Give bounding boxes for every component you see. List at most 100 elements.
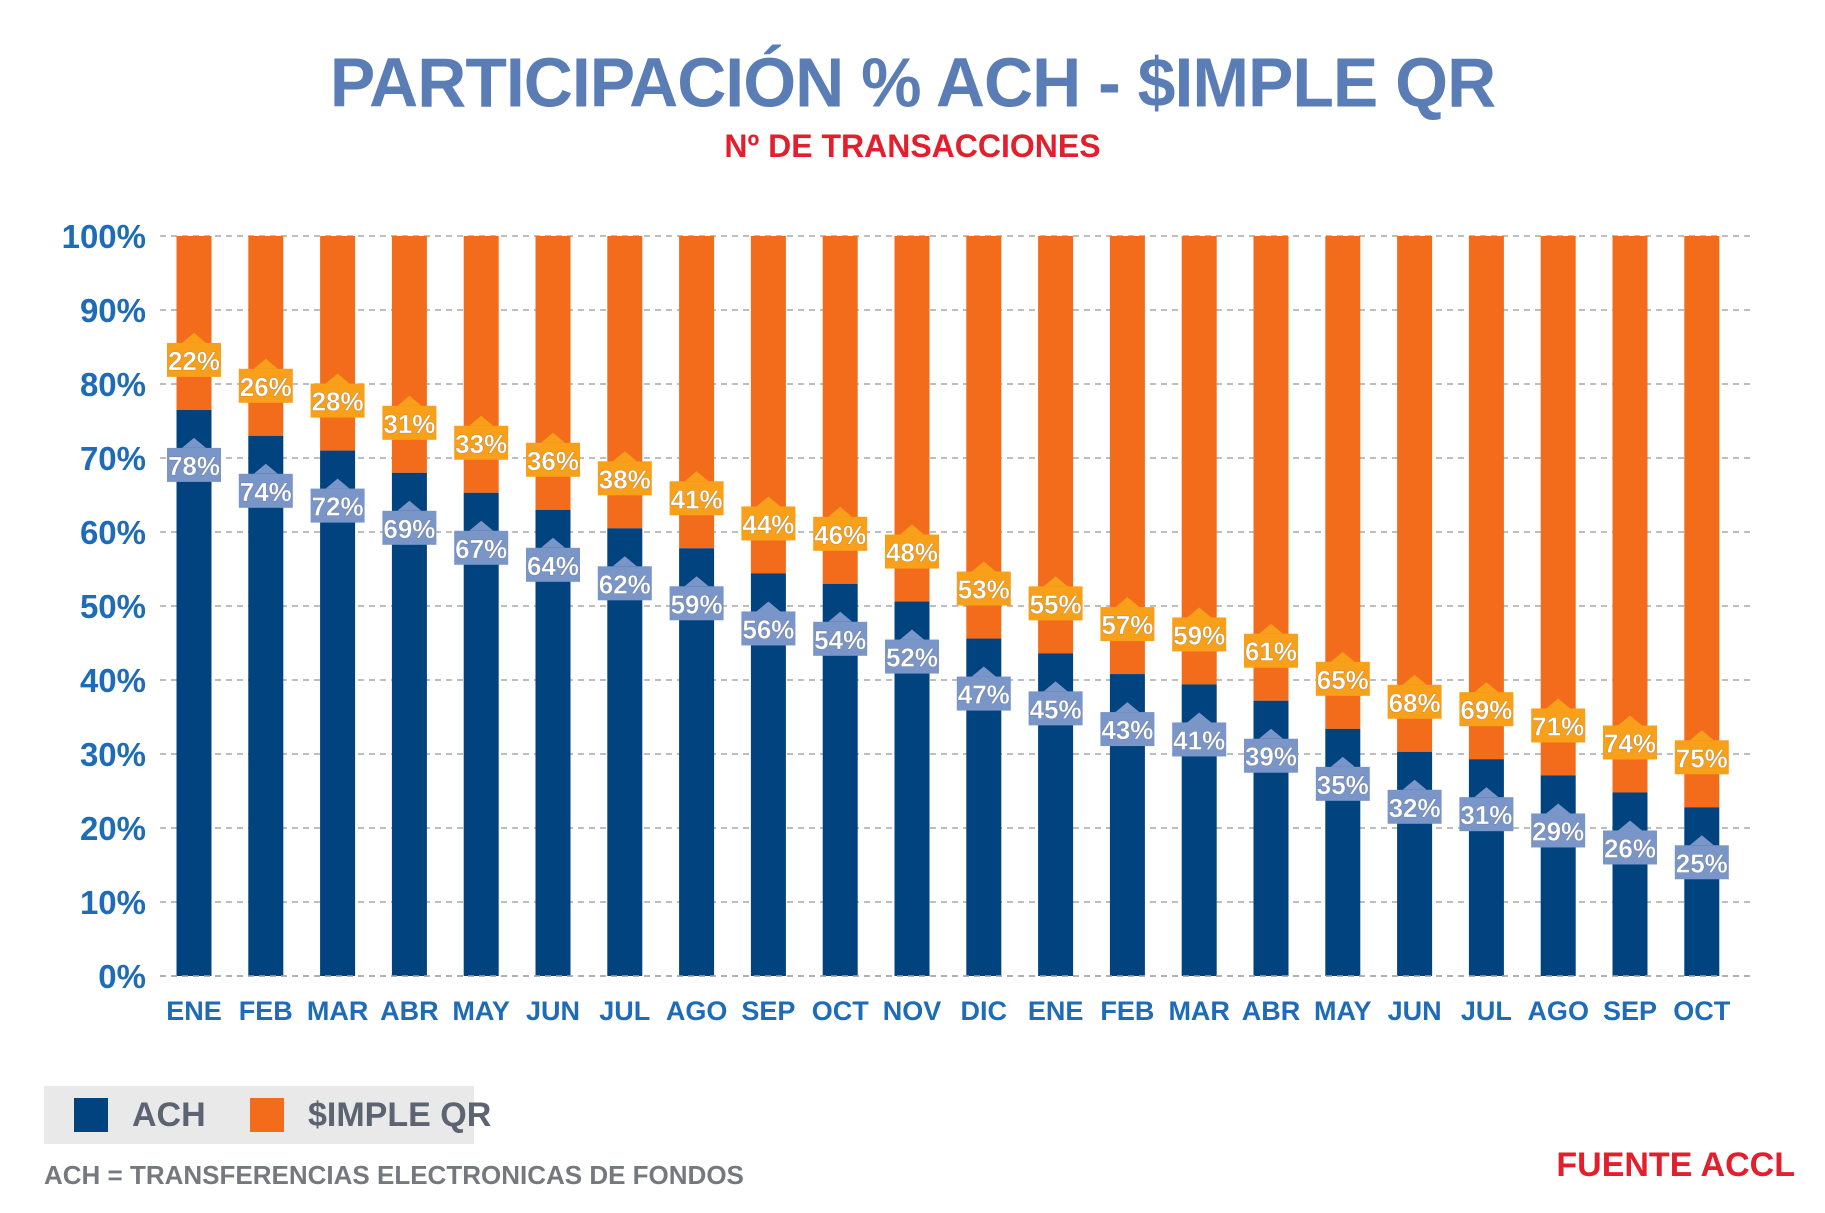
legend-label-qr: $IMPLE QR <box>308 1095 492 1134</box>
y-tick-label: 0% <box>98 958 146 995</box>
x-tick-label: JUL <box>1461 996 1512 1026</box>
data-label-qr-pointer <box>253 358 278 369</box>
footnote: ACH = TRANSFERENCIAS ELECTRONICAS DE FON… <box>44 1160 744 1190</box>
y-tick-label: 40% <box>80 662 146 699</box>
data-label-ach-badge <box>741 611 796 646</box>
chart-subtitle: Nº DE TRANSACCIONES <box>724 128 1101 164</box>
data-label-qr-pointer <box>684 471 709 482</box>
data-label-ach-badge <box>1100 712 1155 747</box>
source-label: FUENTE ACCL <box>1556 1146 1795 1184</box>
data-label-ach: 52% <box>886 643 938 673</box>
bar-qr <box>1468 236 1504 760</box>
data-label-ach: 59% <box>671 589 723 619</box>
y-tick-label: 30% <box>80 736 146 773</box>
x-tick-label: JUN <box>1388 996 1442 1026</box>
y-tick-label: 20% <box>80 810 146 847</box>
data-label-qr-badge <box>1028 586 1083 621</box>
data-label-qr: 26% <box>240 372 292 402</box>
data-label-ach-badge <box>1603 830 1657 865</box>
x-tick-label: OCT <box>812 996 870 1026</box>
data-label-qr: 69% <box>1460 695 1512 725</box>
data-label-ach-pointer <box>541 537 565 548</box>
x-tick-label: FEB <box>1100 996 1154 1026</box>
data-label-qr-badge <box>238 368 293 403</box>
x-tick-label: OCT <box>1673 996 1731 1026</box>
y-tick-label: 60% <box>80 514 146 551</box>
data-label-ach-pointer <box>971 666 996 677</box>
data-label-ach-pointer <box>1689 835 1714 846</box>
data-label-ach-badge <box>310 488 365 523</box>
data-label-ach-badge <box>454 530 509 565</box>
data-label-ach-pointer <box>1474 787 1499 798</box>
bar-ach <box>320 450 356 977</box>
data-label-qr-badge <box>1172 617 1227 652</box>
data-label-qr-pointer <box>1259 623 1283 634</box>
data-label-qr-badge <box>813 516 868 551</box>
bar-ach <box>176 409 212 976</box>
data-label-ach-pointer <box>1115 702 1140 713</box>
bar-qr <box>1612 236 1648 793</box>
data-label-ach: 69% <box>383 514 435 544</box>
data-label-ach-pointer <box>1187 712 1212 723</box>
data-label-ach-pointer <box>612 556 637 567</box>
legend-swatch-qr <box>250 1098 284 1132</box>
x-tick-label: FEB <box>239 996 293 1026</box>
data-label-qr: 55% <box>1030 589 1082 619</box>
data-label-qr-pointer <box>1330 651 1355 662</box>
x-tick-label: AGO <box>1527 996 1589 1026</box>
data-label-ach-pointer <box>684 576 709 587</box>
x-tick-label: AGO <box>666 996 728 1026</box>
legend-swatch-ach <box>74 1098 108 1132</box>
data-label-qr: 28% <box>312 387 364 417</box>
data-label-qr: 68% <box>1389 688 1441 718</box>
data-label-ach: 32% <box>1389 793 1441 823</box>
x-tick-label: SEP <box>1603 996 1657 1026</box>
data-label-ach: 62% <box>599 569 651 599</box>
data-label-ach: 35% <box>1317 770 1369 800</box>
data-label-ach-pointer <box>828 611 853 622</box>
data-label-qr: 38% <box>599 464 651 494</box>
data-label-ach-pointer <box>469 520 494 531</box>
data-label-ach-pointer <box>1259 728 1283 739</box>
data-label-ach-pointer <box>182 437 206 448</box>
data-label-qr-badge <box>1387 684 1442 719</box>
legend-item-qr: $IMPLE QR <box>250 1095 492 1134</box>
data-label-qr-pointer <box>828 506 853 517</box>
data-label-ach: 26% <box>1604 833 1656 863</box>
data-label-ach-pointer <box>325 478 350 489</box>
data-label-ach-badge <box>1531 813 1586 848</box>
data-label-qr-badge <box>956 571 1011 606</box>
x-tick-label: MAR <box>307 996 369 1026</box>
y-tick-label: 10% <box>80 884 146 921</box>
data-label-qr-badge <box>1100 607 1155 642</box>
data-label-qr-pointer <box>1115 597 1140 608</box>
data-label-qr-badge <box>454 425 509 460</box>
data-label-ach-badge <box>1387 789 1442 824</box>
data-label-ach-pointer <box>253 463 278 474</box>
x-tick-label: MAR <box>1168 996 1230 1026</box>
data-label-qr: 53% <box>958 575 1010 605</box>
bar-qr <box>176 236 212 410</box>
data-label-qr: 74% <box>1604 728 1656 758</box>
data-label-ach-pointer <box>1546 803 1571 814</box>
x-tick-label: ENE <box>1028 996 1084 1026</box>
data-label-ach: 67% <box>455 534 507 564</box>
data-label-qr-pointer <box>182 332 206 343</box>
x-tick-label: JUL <box>599 996 650 1026</box>
data-label-qr-pointer <box>900 524 924 535</box>
x-tick-label: SEP <box>741 996 795 1026</box>
data-label-qr: 48% <box>886 538 938 568</box>
data-label-ach: 29% <box>1532 816 1584 846</box>
data-label-ach-badge <box>885 639 939 674</box>
x-tick-label: DIC <box>961 996 1008 1026</box>
data-label-ach-badge <box>956 676 1011 711</box>
x-tick-label: JUN <box>526 996 580 1026</box>
y-tick-label: 80% <box>80 366 146 403</box>
x-tick-label: MAY <box>452 996 510 1026</box>
data-label-ach-badge <box>1459 797 1514 832</box>
y-tick-label: 90% <box>80 292 146 329</box>
data-label-ach-pointer <box>397 500 422 511</box>
data-label-ach-badge <box>1244 738 1298 773</box>
data-label-qr: 61% <box>1245 637 1297 667</box>
x-tick-label: MAY <box>1314 996 1372 1026</box>
